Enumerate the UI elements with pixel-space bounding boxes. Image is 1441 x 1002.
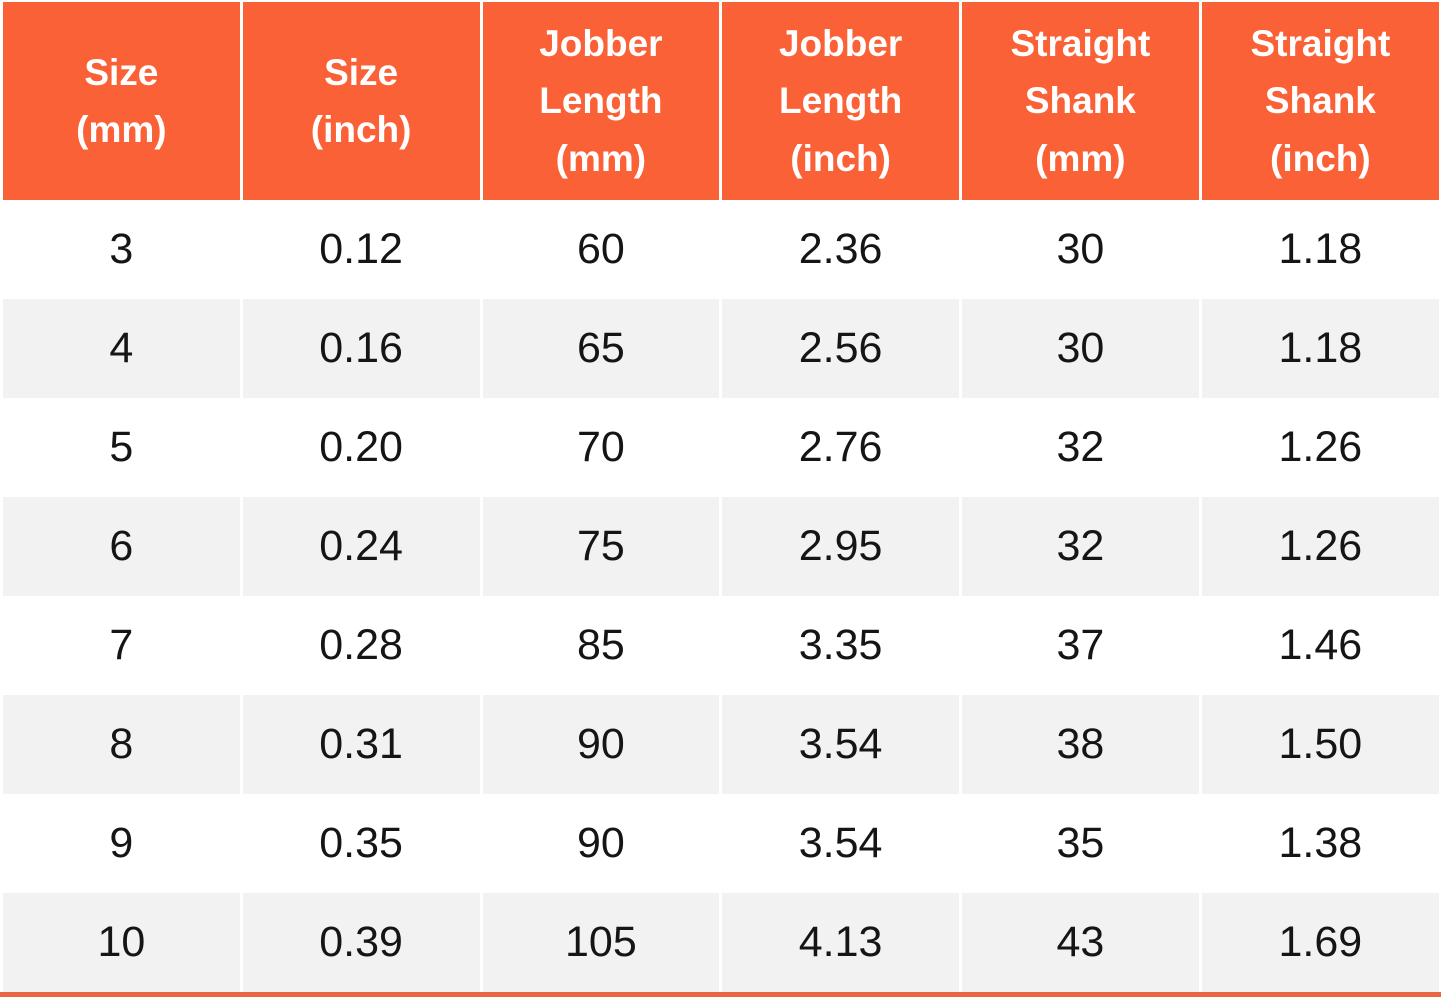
cell-shank-mm: 37: [959, 596, 1201, 695]
table-row: 6 0.24 75 2.95 32 1.26: [0, 497, 1441, 596]
cell-size-inch: 0.12: [239, 200, 481, 299]
table-row: 7 0.28 85 3.35 37 1.46: [0, 596, 1441, 695]
cell-size-mm: 3: [0, 200, 242, 299]
cell-shank-mm: 35: [959, 794, 1201, 893]
cell-jobber-mm: 90: [479, 794, 721, 893]
cell-shank-mm: 30: [959, 200, 1201, 299]
cell-jobber-mm: 75: [479, 497, 721, 596]
cell-jobber-inch: 3.35: [719, 596, 961, 695]
cell-size-inch: 0.24: [239, 497, 481, 596]
table-row: 3 0.12 60 2.36 30 1.18: [0, 200, 1441, 299]
header-size-mm: Size (mm): [0, 0, 242, 200]
cell-jobber-inch: 2.36: [719, 200, 961, 299]
table-row: 8 0.31 90 3.54 38 1.50: [0, 695, 1441, 794]
cell-shank-inch: 1.69: [1198, 893, 1441, 995]
cell-jobber-mm: 90: [479, 695, 721, 794]
table-header: Size (mm) Size (inch) Jobber Length (mm) Jo…: [0, 0, 1441, 200]
cell-size-mm: 9: [0, 794, 242, 893]
cell-jobber-inch: 2.56: [719, 299, 961, 398]
header-row: Size (mm) Size (inch) Jobber Length (mm) Jo…: [0, 0, 1441, 200]
cell-jobber-inch: 3.54: [719, 695, 961, 794]
cell-shank-inch: 1.26: [1198, 497, 1441, 596]
table-row: 9 0.35 90 3.54 35 1.38: [0, 794, 1441, 893]
header-size-inch: Size (inch): [239, 0, 481, 200]
cell-shank-mm: 30: [959, 299, 1201, 398]
cell-shank-mm: 32: [959, 497, 1201, 596]
cell-size-inch: 0.16: [239, 299, 481, 398]
cell-jobber-inch: 4.13: [719, 893, 961, 995]
table-row: 10 0.39 105 4.13 43 1.69: [0, 893, 1441, 995]
cell-size-inch: 0.35: [239, 794, 481, 893]
cell-size-mm: 5: [0, 398, 242, 497]
cell-jobber-mm: 60: [479, 200, 721, 299]
table-row: 4 0.16 65 2.56 30 1.18: [0, 299, 1441, 398]
cell-shank-inch: 1.26: [1198, 398, 1441, 497]
cell-size-inch: 0.31: [239, 695, 481, 794]
cell-shank-mm: 43: [959, 893, 1201, 995]
cell-shank-inch: 1.46: [1198, 596, 1441, 695]
cell-size-mm: 8: [0, 695, 242, 794]
header-jobber-inch: Jobber Length (inch): [719, 0, 961, 200]
cell-jobber-inch: 2.76: [719, 398, 961, 497]
table-body: 3 0.12 60 2.36 30 1.18 4 0.16 65 2.56 30 1.18 5 0.20 7…: [0, 200, 1441, 995]
cell-size-inch: 0.28: [239, 596, 481, 695]
cell-jobber-inch: 3.54: [719, 794, 961, 893]
cell-jobber-inch: 2.95: [719, 497, 961, 596]
cell-jobber-mm: 65: [479, 299, 721, 398]
cell-shank-mm: 32: [959, 398, 1201, 497]
cell-shank-inch: 1.50: [1198, 695, 1441, 794]
cell-jobber-mm: 70: [479, 398, 721, 497]
cell-size-mm: 10: [0, 893, 242, 995]
cell-size-inch: 0.39: [239, 893, 481, 995]
header-shank-inch: Straight Shank (inch): [1198, 0, 1441, 200]
cell-jobber-mm: 85: [479, 596, 721, 695]
cell-size-inch: 0.20: [239, 398, 481, 497]
header-jobber-mm: Jobber Length (mm): [479, 0, 721, 200]
cell-shank-mm: 38: [959, 695, 1201, 794]
cell-size-mm: 4: [0, 299, 242, 398]
cell-size-mm: 6: [0, 497, 242, 596]
cell-jobber-mm: 105: [479, 893, 721, 995]
header-shank-mm: Straight Shank (mm): [959, 0, 1201, 200]
cell-shank-inch: 1.18: [1198, 299, 1441, 398]
table-row: 5 0.20 70 2.76 32 1.26: [0, 398, 1441, 497]
cell-size-mm: 7: [0, 596, 242, 695]
cell-shank-inch: 1.18: [1198, 200, 1441, 299]
cell-shank-inch: 1.38: [1198, 794, 1441, 893]
